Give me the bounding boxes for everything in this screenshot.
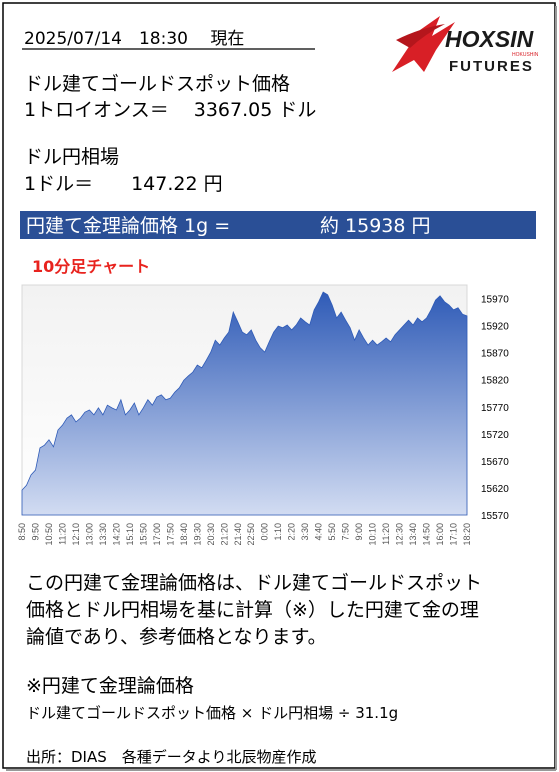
x-tick-label: 9:00 (354, 523, 364, 541)
y-tick-label: 15820 (481, 376, 509, 387)
logo-text: HOXSIN (445, 26, 534, 52)
x-tick-label: 3:30 (300, 523, 310, 541)
y-tick-label: 15870 (481, 349, 509, 360)
x-tick-label: 12:10 (71, 523, 81, 546)
highlight-value: 約 15938 円 (320, 215, 431, 237)
y-tick-label: 15920 (481, 322, 509, 333)
x-tick-label: 13:40 (408, 523, 418, 546)
x-tick-label: 21:20 (219, 523, 229, 546)
x-tick-label: 16:00 (435, 523, 445, 546)
note-line: 論値であり、参考価格となります。 (26, 626, 327, 648)
y-tick-label: 15770 (481, 403, 509, 414)
formula-title: ※円建て金理論価格 (26, 675, 194, 697)
highlight-label: 円建て金理論価格 1g = (26, 215, 230, 237)
x-tick-label: 14:20 (111, 523, 121, 546)
logo-mark (392, 16, 455, 72)
x-tick-label: 18:20 (462, 523, 472, 546)
x-tick-label: 2:20 (287, 523, 297, 541)
fx-label: ドル円相場 (24, 146, 119, 168)
x-tick-label: 7:50 (341, 523, 351, 541)
x-tick-label: 4:40 (314, 523, 324, 541)
x-tick-label: 0:00 (260, 523, 270, 541)
gold-value: 1トロイオンス＝ 3367.05 ドル (24, 99, 316, 121)
x-tick-label: 11:20 (381, 523, 391, 545)
fx-value: 1ドル＝ 147.22 円 (24, 173, 223, 195)
y-tick-label: 15670 (481, 457, 509, 468)
x-tick-label: 13:00 (84, 523, 94, 546)
x-tick-label: 14:50 (422, 523, 432, 546)
y-tick-label: 15620 (481, 484, 509, 495)
x-tick-label: 19:30 (192, 523, 202, 546)
logo-mark (396, 24, 445, 48)
x-tick-label: 12:30 (395, 523, 405, 546)
x-tick-label: 17:10 (449, 523, 459, 546)
y-tick-label: 15970 (481, 295, 509, 306)
logo-text: FUTURES (449, 58, 534, 75)
x-tick-label: 8:50 (17, 523, 27, 541)
chart-title: 10分足チャート (32, 257, 150, 276)
x-tick-label: 17:00 (152, 523, 162, 546)
x-tick-label: 20:30 (206, 523, 216, 546)
note-line: この円建て金理論価格は、ドル建てゴールドスポット (26, 572, 482, 594)
y-tick-label: 15720 (481, 430, 509, 441)
x-tick-label: 15:10 (125, 523, 135, 546)
x-tick-label: 1:10 (273, 523, 283, 541)
timestamp: 2025/07/14 18:30 現在 (24, 29, 244, 49)
formula: ドル建てゴールドスポット価格 × ドル円相場 ÷ 31.1g (26, 704, 398, 722)
x-tick-label: 17:50 (165, 523, 175, 546)
gold-label: ドル建てゴールドスポット価格 (24, 73, 290, 95)
area (21, 291, 468, 516)
x-tick-label: 18:40 (179, 523, 189, 546)
x-tick-label: 10:50 (44, 523, 54, 546)
x-tick-label: 5:50 (327, 523, 337, 541)
x-tick-label: 21:40 (233, 523, 243, 546)
logo: HOXSIN HOKUSHIN FUTURES (392, 16, 539, 75)
chart: 15570 15620 15670 15720 15770 15820 15870 15920… (17, 284, 509, 546)
y-tick-label: 15570 (481, 511, 509, 522)
x-tick-label: 9:50 (30, 523, 40, 541)
x-tick-label: 13:30 (98, 523, 108, 546)
logo-subtext: HOKUSHIN (512, 52, 539, 58)
x-tick-label: 11:20 (57, 523, 67, 545)
note-line: 価格とドル円相場を基に計算（※）した円建て金の理 (26, 599, 479, 621)
source: 出所：DIAS 各種データより北辰物産作成 (26, 748, 316, 766)
x-tick-label: 22:50 (246, 523, 256, 546)
highlight-bar (20, 211, 536, 239)
x-tick-label: 10:10 (368, 523, 378, 546)
x-tick-label: 15:50 (138, 523, 148, 546)
